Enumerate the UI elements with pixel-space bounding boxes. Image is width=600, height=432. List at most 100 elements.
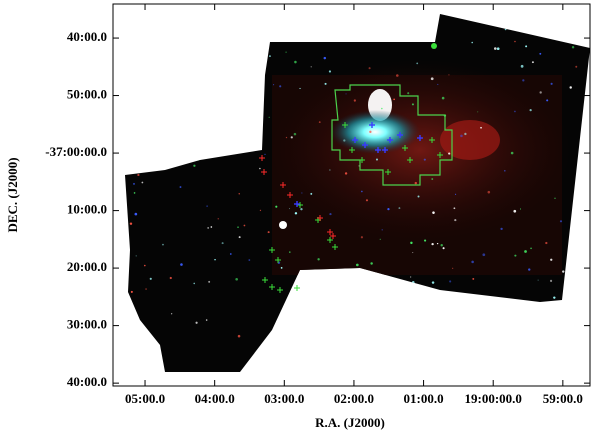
star <box>522 320 526 323</box>
star <box>545 241 548 245</box>
star <box>229 253 232 255</box>
star <box>553 296 556 299</box>
star <box>360 236 364 239</box>
star <box>345 377 346 378</box>
star <box>137 173 140 177</box>
star <box>505 347 509 351</box>
star <box>415 22 417 24</box>
star <box>294 60 297 64</box>
star <box>574 218 577 221</box>
star <box>454 362 457 365</box>
star <box>526 312 529 315</box>
star <box>237 334 241 338</box>
star <box>145 288 147 290</box>
star <box>449 280 452 283</box>
star <box>375 158 379 161</box>
star <box>323 345 326 348</box>
star <box>530 247 532 250</box>
star <box>280 266 283 269</box>
star <box>565 362 567 364</box>
star <box>369 130 372 134</box>
star <box>134 72 137 76</box>
star <box>245 24 249 27</box>
star <box>549 279 553 282</box>
x-tick-label: 01:00.0 <box>404 391 444 406</box>
star <box>256 378 257 379</box>
star <box>493 316 495 318</box>
star <box>235 277 238 281</box>
star <box>520 208 522 210</box>
star <box>379 238 381 240</box>
star <box>416 62 419 65</box>
star <box>520 64 524 68</box>
star <box>215 29 218 32</box>
star <box>477 111 479 113</box>
star <box>387 207 390 211</box>
star <box>407 11 409 13</box>
star <box>414 181 418 185</box>
star <box>431 242 434 246</box>
star <box>329 169 331 171</box>
star <box>382 307 386 310</box>
star <box>569 343 573 346</box>
star <box>310 192 313 195</box>
star <box>128 92 131 95</box>
star <box>514 254 517 257</box>
star <box>238 236 241 239</box>
star <box>455 193 457 195</box>
star <box>125 232 126 236</box>
star <box>193 164 196 167</box>
star <box>294 212 298 215</box>
star <box>546 99 549 102</box>
star <box>195 321 198 324</box>
star <box>500 227 503 231</box>
star <box>444 341 447 343</box>
star <box>457 338 460 341</box>
star <box>581 185 583 188</box>
x-tick-label: 03:00.0 <box>264 391 304 406</box>
star <box>571 46 575 49</box>
star <box>441 96 445 100</box>
star <box>285 51 287 53</box>
star <box>381 229 383 231</box>
star <box>462 334 464 336</box>
star <box>243 224 246 227</box>
star <box>300 207 303 211</box>
star <box>432 211 435 214</box>
star <box>433 372 434 373</box>
star <box>205 319 208 321</box>
star <box>137 168 140 171</box>
star <box>553 17 556 21</box>
star <box>547 325 550 328</box>
star <box>550 258 553 261</box>
star <box>206 205 208 207</box>
star <box>221 242 224 245</box>
star <box>583 171 586 174</box>
star <box>442 247 445 250</box>
star <box>207 227 209 229</box>
star <box>165 95 168 99</box>
star <box>133 39 135 41</box>
star <box>130 290 133 293</box>
star <box>134 212 138 216</box>
star <box>287 38 289 41</box>
star <box>136 59 138 61</box>
star <box>355 263 359 267</box>
star <box>135 255 137 257</box>
star <box>465 362 469 365</box>
star <box>471 260 474 264</box>
star <box>210 226 213 228</box>
star <box>480 362 482 364</box>
star <box>264 153 266 156</box>
star <box>408 353 411 357</box>
star <box>499 9 501 11</box>
star <box>431 281 435 284</box>
star <box>129 222 133 225</box>
star <box>193 282 195 285</box>
star <box>448 74 450 76</box>
star <box>265 373 268 376</box>
star <box>514 40 516 43</box>
star <box>554 197 556 199</box>
star <box>197 159 199 161</box>
